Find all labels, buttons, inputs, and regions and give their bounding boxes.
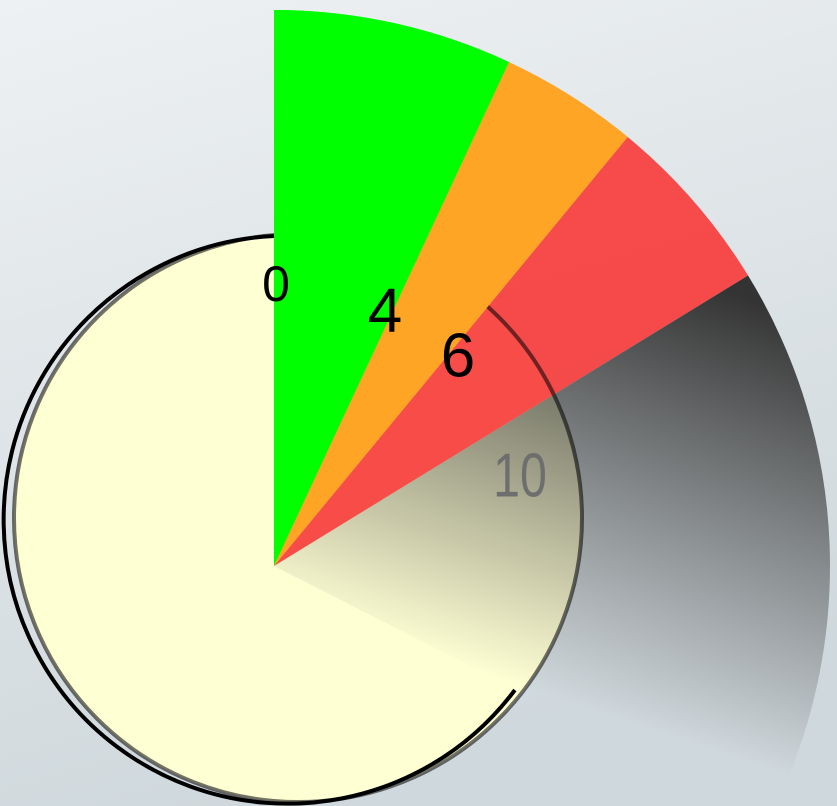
scale-label: 10: [493, 441, 547, 510]
gauge-band: [274, 136, 749, 566]
dial-rim-outer: [1, 234, 517, 806]
rim: [1, 10, 628, 806]
scale-label: 6: [441, 321, 475, 390]
gauge-band: [274, 275, 830, 806]
scale-label: 4: [368, 276, 402, 345]
gauge-band-cover: [274, 62, 628, 567]
gauge-band-cover: [274, 10, 509, 566]
labels: 0 46 10: [262, 256, 547, 510]
scale-label: 0: [262, 256, 290, 312]
